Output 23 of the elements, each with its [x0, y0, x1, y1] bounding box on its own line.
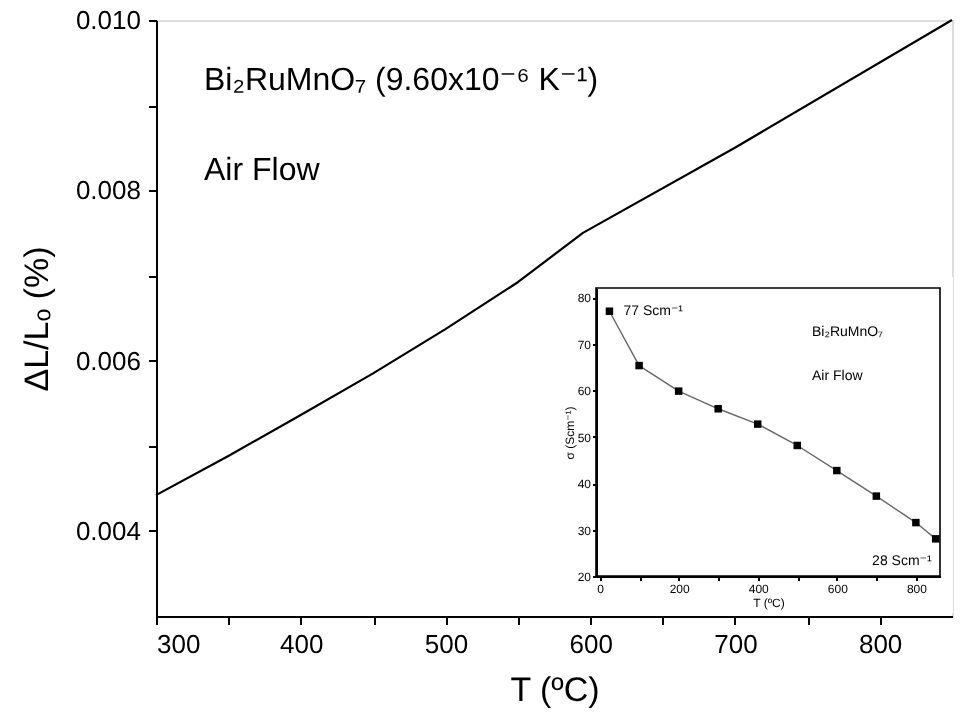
- x-tick-label: 400: [280, 629, 324, 659]
- y-tick-label: 0.006: [75, 345, 141, 376]
- x-tick-label: 500: [424, 629, 469, 659]
- y-axis-title: ΔL/Lₒ (%): [17, 246, 56, 392]
- x-tick-label: 300: [157, 629, 201, 659]
- point: [674, 387, 683, 395]
- x-tick-label: 700: [714, 629, 758, 659]
- y-tick-label: 0.004: [75, 515, 141, 546]
- x-axis-title: T (ºC): [510, 671, 600, 709]
- point: [872, 492, 881, 500]
- point: [931, 535, 940, 543]
- y-tick-label: 0.008: [75, 175, 141, 206]
- point: [912, 518, 920, 527]
- annotation: Air Flow: [204, 154, 321, 188]
- point: [714, 405, 722, 413]
- annotation: Bi₂RuMnO₇ (9.60x10⁻⁶ K⁻¹): [204, 64, 599, 98]
- x-tick-label: 800: [858, 629, 903, 659]
- point: [605, 307, 614, 315]
- x-tick-label: 600: [569, 629, 613, 659]
- point: [635, 361, 643, 370]
- point: [753, 420, 762, 428]
- y-tick-label: 0.010: [75, 5, 141, 35]
- point: [833, 466, 841, 475]
